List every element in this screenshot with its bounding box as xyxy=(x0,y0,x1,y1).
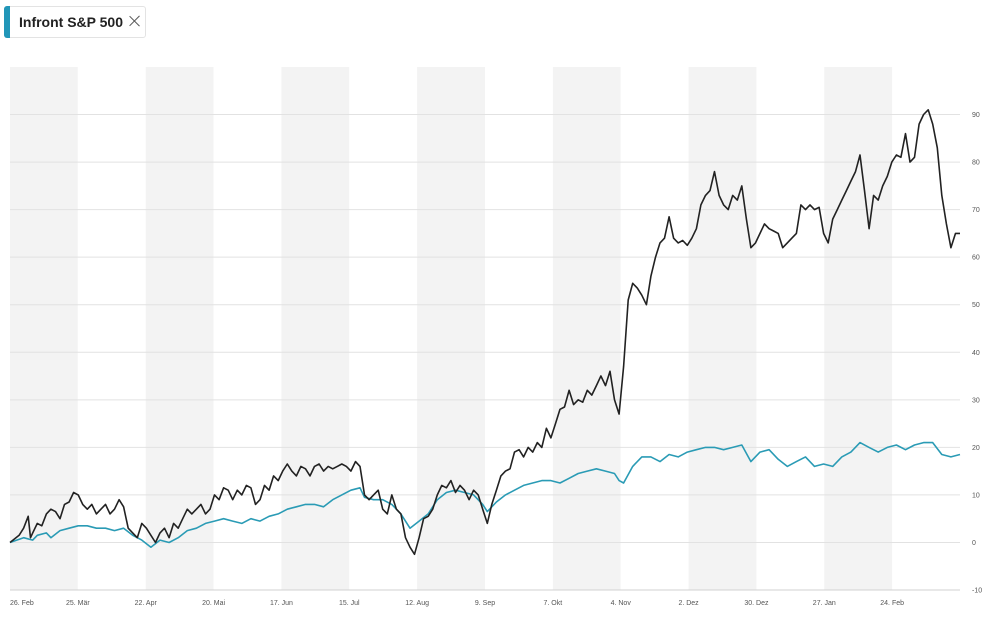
x-tick-label: 26. Feb xyxy=(10,600,34,607)
x-tick-label: 20. Mai xyxy=(202,600,225,607)
y-tick-label: 50 xyxy=(972,302,980,309)
background-band xyxy=(892,67,960,590)
x-tick-label: 4. Nov xyxy=(611,600,632,607)
chip-accent xyxy=(4,6,10,38)
gridlines xyxy=(10,114,960,591)
series-line xyxy=(9,109,960,556)
x-tick-label: 15. Jul xyxy=(339,600,360,607)
y-tick-label: 30 xyxy=(972,397,980,404)
y-tick-label: 10 xyxy=(972,492,980,499)
background-band xyxy=(552,67,621,590)
y-tick-label: 20 xyxy=(972,445,980,452)
y-tick-label: 70 xyxy=(972,207,980,214)
x-axis-labels: 26. Feb 25. Mär 22. Apr 20. Mai 17. Jun 15. J… xyxy=(10,600,904,607)
background-band xyxy=(10,67,78,590)
x-tick-label: 25. Mär xyxy=(66,600,90,607)
y-tick-label: 0 xyxy=(972,540,976,547)
x-tick-label: 30. Dez xyxy=(744,600,769,607)
x-tick-label: 7. Okt xyxy=(544,600,563,607)
background-band xyxy=(688,67,757,590)
x-tick-label: 12. Aug xyxy=(405,600,429,607)
background-band xyxy=(485,67,553,590)
background-band xyxy=(349,67,418,590)
chip-label: Infront S&P 500 xyxy=(19,14,123,30)
x-tick-label: 9. Sep xyxy=(475,600,495,607)
y-tick-label: 80 xyxy=(972,160,980,167)
instrument-chip: Infront S&P 500 xyxy=(4,6,146,38)
background-band xyxy=(77,67,146,590)
y-tick-label: -10 xyxy=(972,588,982,595)
background-band xyxy=(213,67,282,590)
x-tick-label: 17. Jun xyxy=(270,600,293,607)
y-tick-label: 40 xyxy=(972,350,980,357)
x-tick-label: 24. Feb xyxy=(880,600,904,607)
background-band xyxy=(281,67,350,590)
x-tick-label: 22. Apr xyxy=(135,600,158,607)
background-bands xyxy=(10,67,960,590)
background-band xyxy=(417,67,485,590)
series-line xyxy=(9,441,961,549)
background-band xyxy=(756,67,825,590)
y-axis-labels: -10 0 10 20 30 40 50 60 70 80 90 xyxy=(972,112,982,594)
background-band xyxy=(145,67,214,590)
background-band xyxy=(824,67,893,590)
y-tick-label: 90 xyxy=(972,112,980,119)
x-tick-label: 2. Dez xyxy=(678,600,699,607)
background-band xyxy=(620,67,689,590)
x-tick-label: 27. Jan xyxy=(813,600,836,607)
y-tick-label: 60 xyxy=(972,255,980,262)
series-lines xyxy=(9,109,961,556)
